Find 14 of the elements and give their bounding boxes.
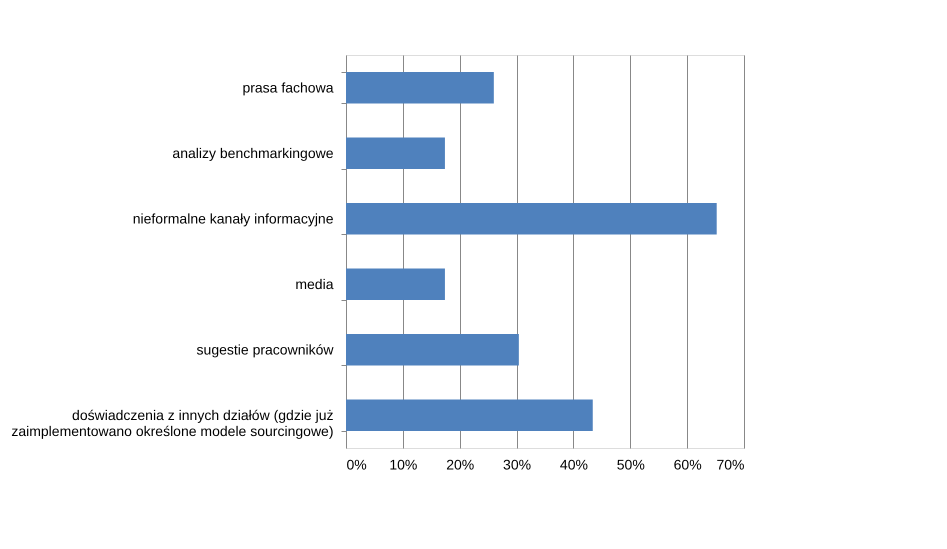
x-tick-label: 0% [346,456,367,472]
y-tick-label: analizy benchmarkingowe [172,144,334,161]
x-tick-label: 60% [674,456,702,472]
x-tick-label: 50% [616,456,645,472]
x-tick-label: 40% [560,456,588,472]
x-tick-label: 30% [503,456,532,472]
y-tick-label: nieformalne kanały informacyjne [132,210,334,226]
y-tick-label: doświadczenia z innych działów (gdzie już zaimplementowano określone modele sourcingowe) [11,406,334,439]
y-tick-label: media [295,276,334,292]
x-tick-label: 70% [716,456,744,472]
x-tick-label: 10% [389,456,418,472]
y-tick-label: prasa fachowa [242,79,334,96]
x-tick-label: 20% [446,456,474,472]
y-tick-label: sugestie pracowników [196,341,334,358]
